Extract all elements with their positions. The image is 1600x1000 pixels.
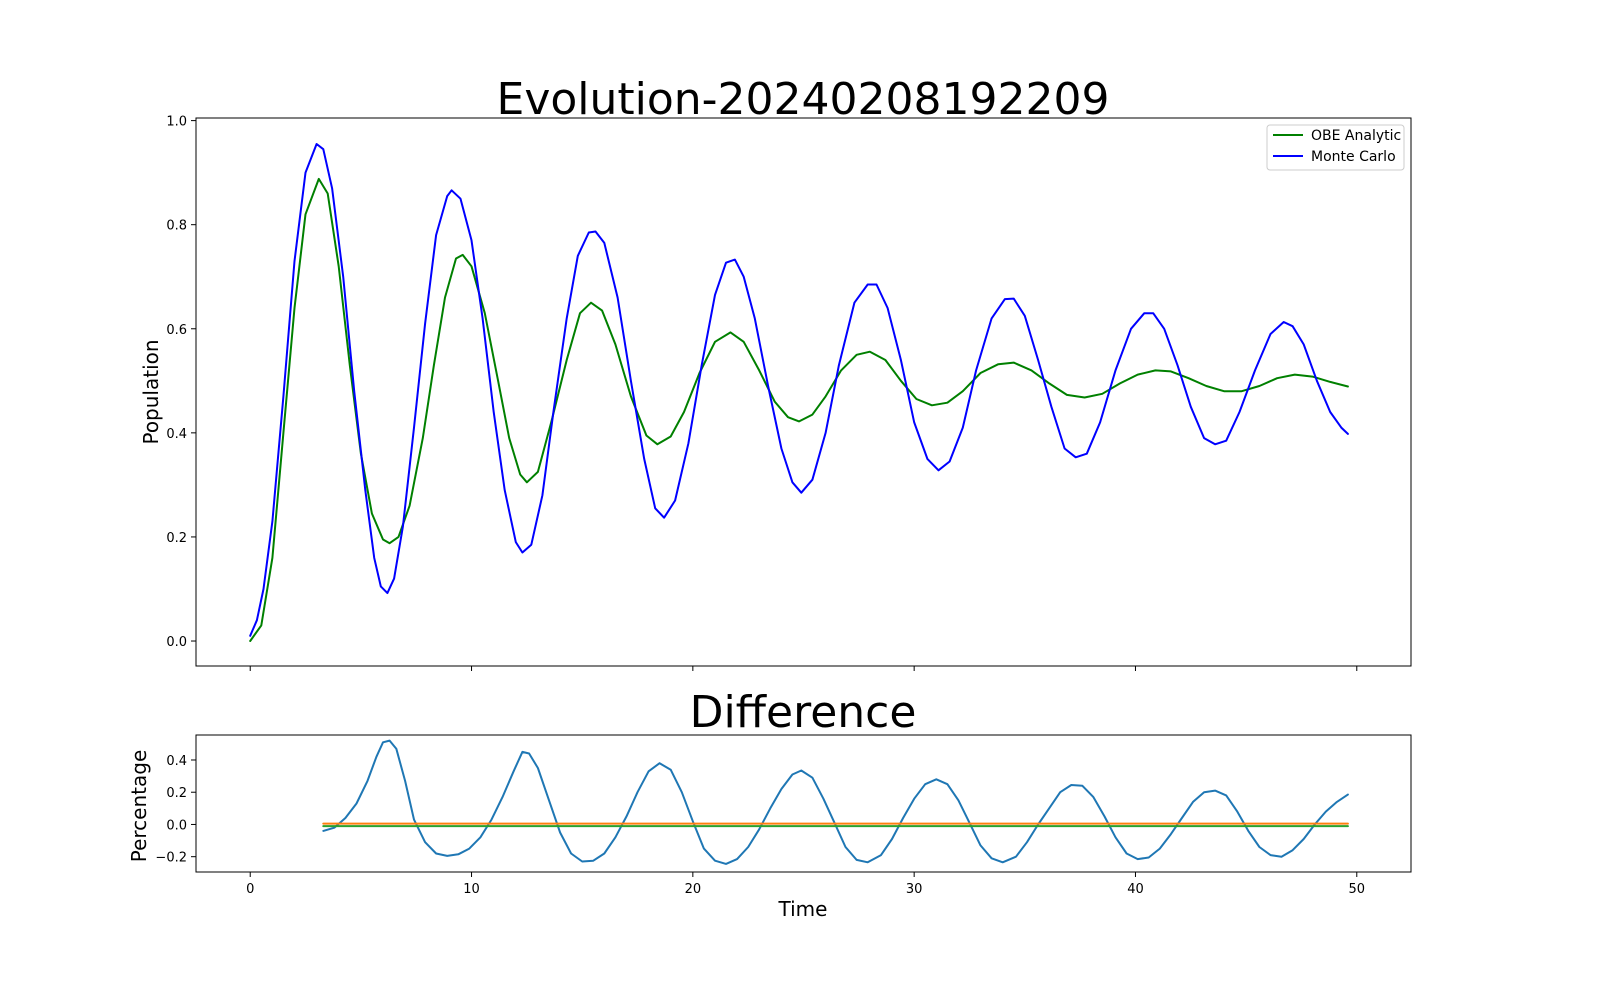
population-series-monte-carlo-line <box>249 143 1349 637</box>
legend-label-obe-analytic: OBE Analytic <box>1311 128 1401 144</box>
legend-label-monte-carlo: Monte Carlo <box>1311 149 1396 165</box>
population-y-tick-label-4: 0.8 <box>166 219 187 234</box>
x-tick-label-50: 50 <box>1349 882 1366 897</box>
difference-chart-title: Difference <box>690 687 917 738</box>
difference-y-tick-label-2: 0.2 <box>166 786 187 801</box>
population-y-tick-label-5: 1.0 <box>166 115 187 130</box>
difference-plot-frame <box>195 734 1412 873</box>
population-y-tick-label-2: 0.4 <box>166 427 187 442</box>
population-y-tick-label-0: 0.0 <box>166 635 187 650</box>
difference-panel: Difference 0 10 20 30 40 50 −0.2 0.0 0.2 0.4 Perc… <box>127 687 1412 921</box>
difference-ticks: 0 10 20 30 40 50 −0.2 0.0 0.2 0.4 <box>155 754 1365 897</box>
difference-y-tick-label-1: 0.0 <box>166 818 187 833</box>
population-series-obe-analytic-line <box>249 177 1349 642</box>
x-tick-label-10: 10 <box>463 882 480 897</box>
x-tick-label-0: 0 <box>246 882 254 897</box>
difference-series-0-line <box>322 739 1349 865</box>
population-series <box>249 143 1349 642</box>
x-tick-label-20: 20 <box>685 882 702 897</box>
legend-box <box>1266 124 1405 171</box>
difference-series <box>322 739 1349 865</box>
population-y-tick-label-1: 0.2 <box>166 531 187 546</box>
population-plot-frame <box>195 117 1412 667</box>
population-panel: Evolution-20240208192209 0.0 0.2 0.4 0.6 0.8… <box>139 74 1412 671</box>
difference-y-tick-label-3: 0.4 <box>166 754 187 769</box>
legend: OBE Analytic Monte Carlo <box>1266 124 1405 171</box>
difference-y-axis-label: Percentage <box>127 750 151 863</box>
population-ticks: 0.0 0.2 0.4 0.6 0.8 1.0 <box>166 115 1358 671</box>
difference-y-tick-label-0: −0.2 <box>155 851 187 866</box>
x-axis-label: Time <box>778 897 828 921</box>
x-tick-label-30: 30 <box>906 882 923 897</box>
population-y-axis-label: Population <box>139 339 163 444</box>
x-tick-label-40: 40 <box>1127 882 1144 897</box>
population-chart-title: Evolution-20240208192209 <box>497 74 1110 125</box>
population-y-tick-label-3: 0.6 <box>166 323 187 338</box>
